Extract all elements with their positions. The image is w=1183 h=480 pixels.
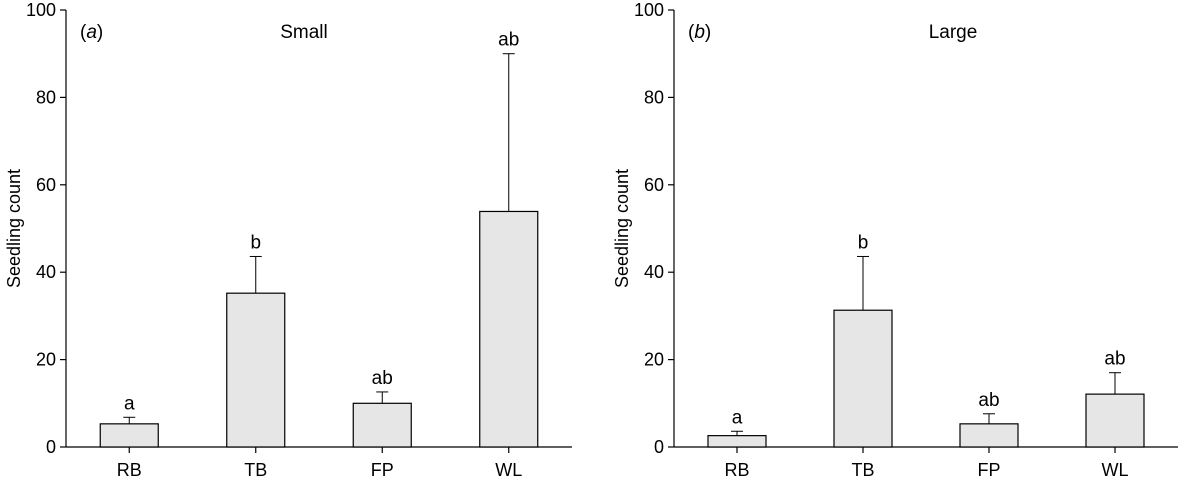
panel-title: Large [929, 22, 978, 43]
bar-wl [1085, 393, 1145, 448]
x-tick-label: TB [244, 460, 267, 480]
y-tick-label: 60 [36, 175, 56, 195]
panel-label: (a) [80, 22, 103, 43]
x-tick-label: WL [495, 460, 522, 480]
y-tick-label: 80 [36, 87, 56, 107]
bar-rb [99, 423, 159, 448]
significance-label: a [732, 407, 743, 428]
y-tick-label: 0 [654, 437, 664, 457]
bar-tb [833, 309, 893, 448]
x-tick-label: WL [1102, 460, 1129, 480]
bar-rb [707, 435, 767, 448]
y-tick-label: 20 [36, 350, 56, 370]
x-tick-label: FP [977, 460, 1000, 480]
significance-label: b [858, 232, 869, 253]
y-tick-label: 20 [644, 350, 664, 370]
y-tick-label: 80 [644, 87, 664, 107]
significance-label: a [124, 393, 135, 414]
x-tick-label: RB [117, 460, 142, 480]
bar-fp [959, 423, 1019, 448]
y-tick-label: 100 [634, 0, 664, 20]
y-tick-label: 60 [644, 175, 664, 195]
panel-title: Small [280, 22, 328, 43]
x-tick-label: FP [371, 460, 394, 480]
y-tick-label: 0 [46, 437, 56, 457]
bar-wl [479, 210, 539, 448]
significance-label: ab [498, 30, 519, 51]
significance-label: ab [1104, 349, 1125, 370]
panel-label: (b) [688, 22, 711, 43]
x-tick-label: RB [724, 460, 749, 480]
significance-label: ab [978, 390, 999, 411]
bar-tb [226, 292, 286, 448]
y-axis-label: Seedling count [4, 169, 24, 288]
significance-label: ab [372, 368, 393, 389]
x-tick-label: TB [851, 460, 874, 480]
y-tick-label: 100 [26, 0, 56, 20]
y-axis-label: Seedling count [612, 169, 632, 288]
y-tick-label: 40 [36, 262, 56, 282]
bar-fp [352, 402, 412, 448]
significance-label: b [250, 232, 261, 253]
y-tick-label: 40 [644, 262, 664, 282]
panel-a: 0 20 40 60 80 100 Seedling count (a) Small RB a TB b… [4, 0, 572, 480]
panel-b: 0 20 40 60 80 100 Seedling count (b) Large RB a TB b… [612, 0, 1178, 480]
